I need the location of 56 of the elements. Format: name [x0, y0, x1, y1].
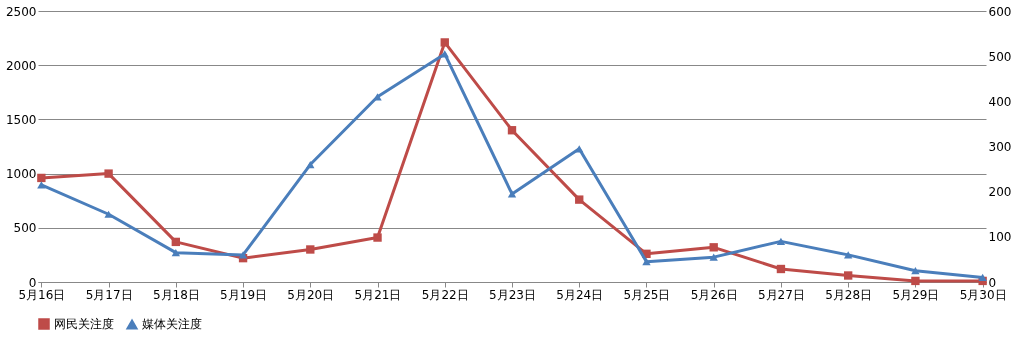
y2-tick-label: 200	[988, 185, 1012, 200]
point	[440, 38, 449, 47]
legend-label: 媒体关注度	[142, 317, 202, 332]
x-tick-label: 5月16日	[18, 287, 66, 302]
legend-label: 网民关注度	[54, 317, 114, 331]
point	[306, 160, 315, 169]
y2-tick-label: 0	[988, 275, 997, 290]
x-tick-label: 5月18日	[152, 287, 200, 302]
y2-tick-label: 400	[988, 94, 1012, 109]
point	[776, 264, 786, 274]
point	[306, 245, 315, 254]
y2-tick-label: 600	[988, 4, 1012, 19]
y2-tick-label: 500	[988, 49, 1012, 64]
point	[238, 251, 248, 259]
y-tick-label: 1500	[5, 112, 37, 127]
point	[978, 273, 987, 282]
y-tick-label: 1000	[5, 167, 37, 182]
point	[373, 233, 382, 242]
point	[843, 271, 853, 280]
point	[911, 267, 920, 275]
x-tick-label: 5月24日	[556, 287, 604, 302]
point	[440, 50, 449, 58]
x-tick-label: 5月27日	[757, 287, 805, 302]
point	[104, 169, 113, 178]
y-tick-label: 2500	[5, 4, 37, 19]
point	[575, 145, 584, 153]
x-tick-label: 5月30日	[959, 287, 1007, 302]
point	[575, 195, 584, 204]
x-tick-label: 5月20日	[287, 287, 335, 302]
point	[642, 258, 651, 266]
y2-tick-label: 100	[988, 230, 1012, 245]
x-tick-label: 5月21日	[354, 287, 402, 302]
point	[843, 251, 853, 259]
point	[507, 190, 517, 198]
y-tick-label: 2000	[5, 58, 37, 73]
point	[911, 276, 920, 286]
point	[776, 237, 786, 245]
point	[37, 181, 46, 189]
point	[171, 249, 181, 257]
y2-tick-label: 300	[988, 140, 1012, 154]
x-tick-label: 5月26日	[690, 287, 738, 302]
x-tick-label: 5月25日	[623, 287, 671, 302]
x-tick-label: 5月28日	[825, 287, 873, 302]
point	[37, 173, 46, 183]
y-tick-label: 500	[13, 221, 37, 236]
y-tick-label: 0	[28, 275, 37, 290]
point	[104, 210, 113, 218]
x-tick-label: 5月29日	[892, 287, 940, 302]
point	[171, 237, 181, 247]
point	[709, 253, 718, 261]
x-tick-label: 5月23日	[489, 287, 536, 302]
x-tick-label: 5月22日	[421, 287, 469, 302]
x-tick-label: 5月19日	[220, 287, 268, 302]
x-tick-label: 5月17日	[85, 287, 133, 302]
point	[709, 243, 718, 252]
point	[507, 126, 517, 135]
